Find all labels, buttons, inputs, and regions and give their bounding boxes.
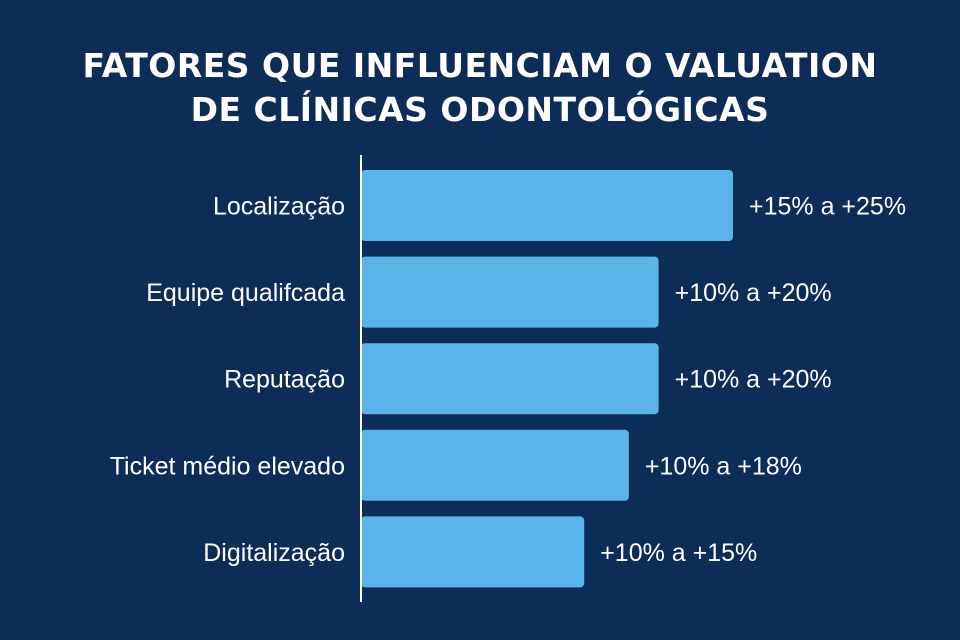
value-label-4: +10% a +18% xyxy=(645,452,802,480)
chart-title-line-1: FATORES QUE INFLUENCIAM O VALUATION xyxy=(82,46,878,85)
category-label-2: Equipe qualifcada xyxy=(146,279,345,307)
category-label-3: Reputação xyxy=(224,366,345,394)
bar-2 xyxy=(361,256,659,328)
value-label-3: +10% a +20% xyxy=(675,366,832,394)
bar-3 xyxy=(361,343,659,415)
bar-5 xyxy=(361,516,585,588)
chart-title: FATORES QUE INFLUENCIAM O VALUATION DE C… xyxy=(0,44,960,132)
bar-4 xyxy=(361,429,629,501)
category-label-1: Localização xyxy=(213,193,345,221)
category-label-5: Digitalização xyxy=(203,539,345,567)
value-label-2: +10% a +20% xyxy=(675,279,832,307)
value-label-5: +10% a +15% xyxy=(600,539,757,567)
category-label-4: Ticket médio elevado xyxy=(110,452,345,480)
bar-1 xyxy=(361,170,733,241)
value-label-1: +15% a +25% xyxy=(749,193,906,221)
chart-title-line-2: DE CLÍNICAS ODONTOLÓGICAS xyxy=(190,90,770,129)
